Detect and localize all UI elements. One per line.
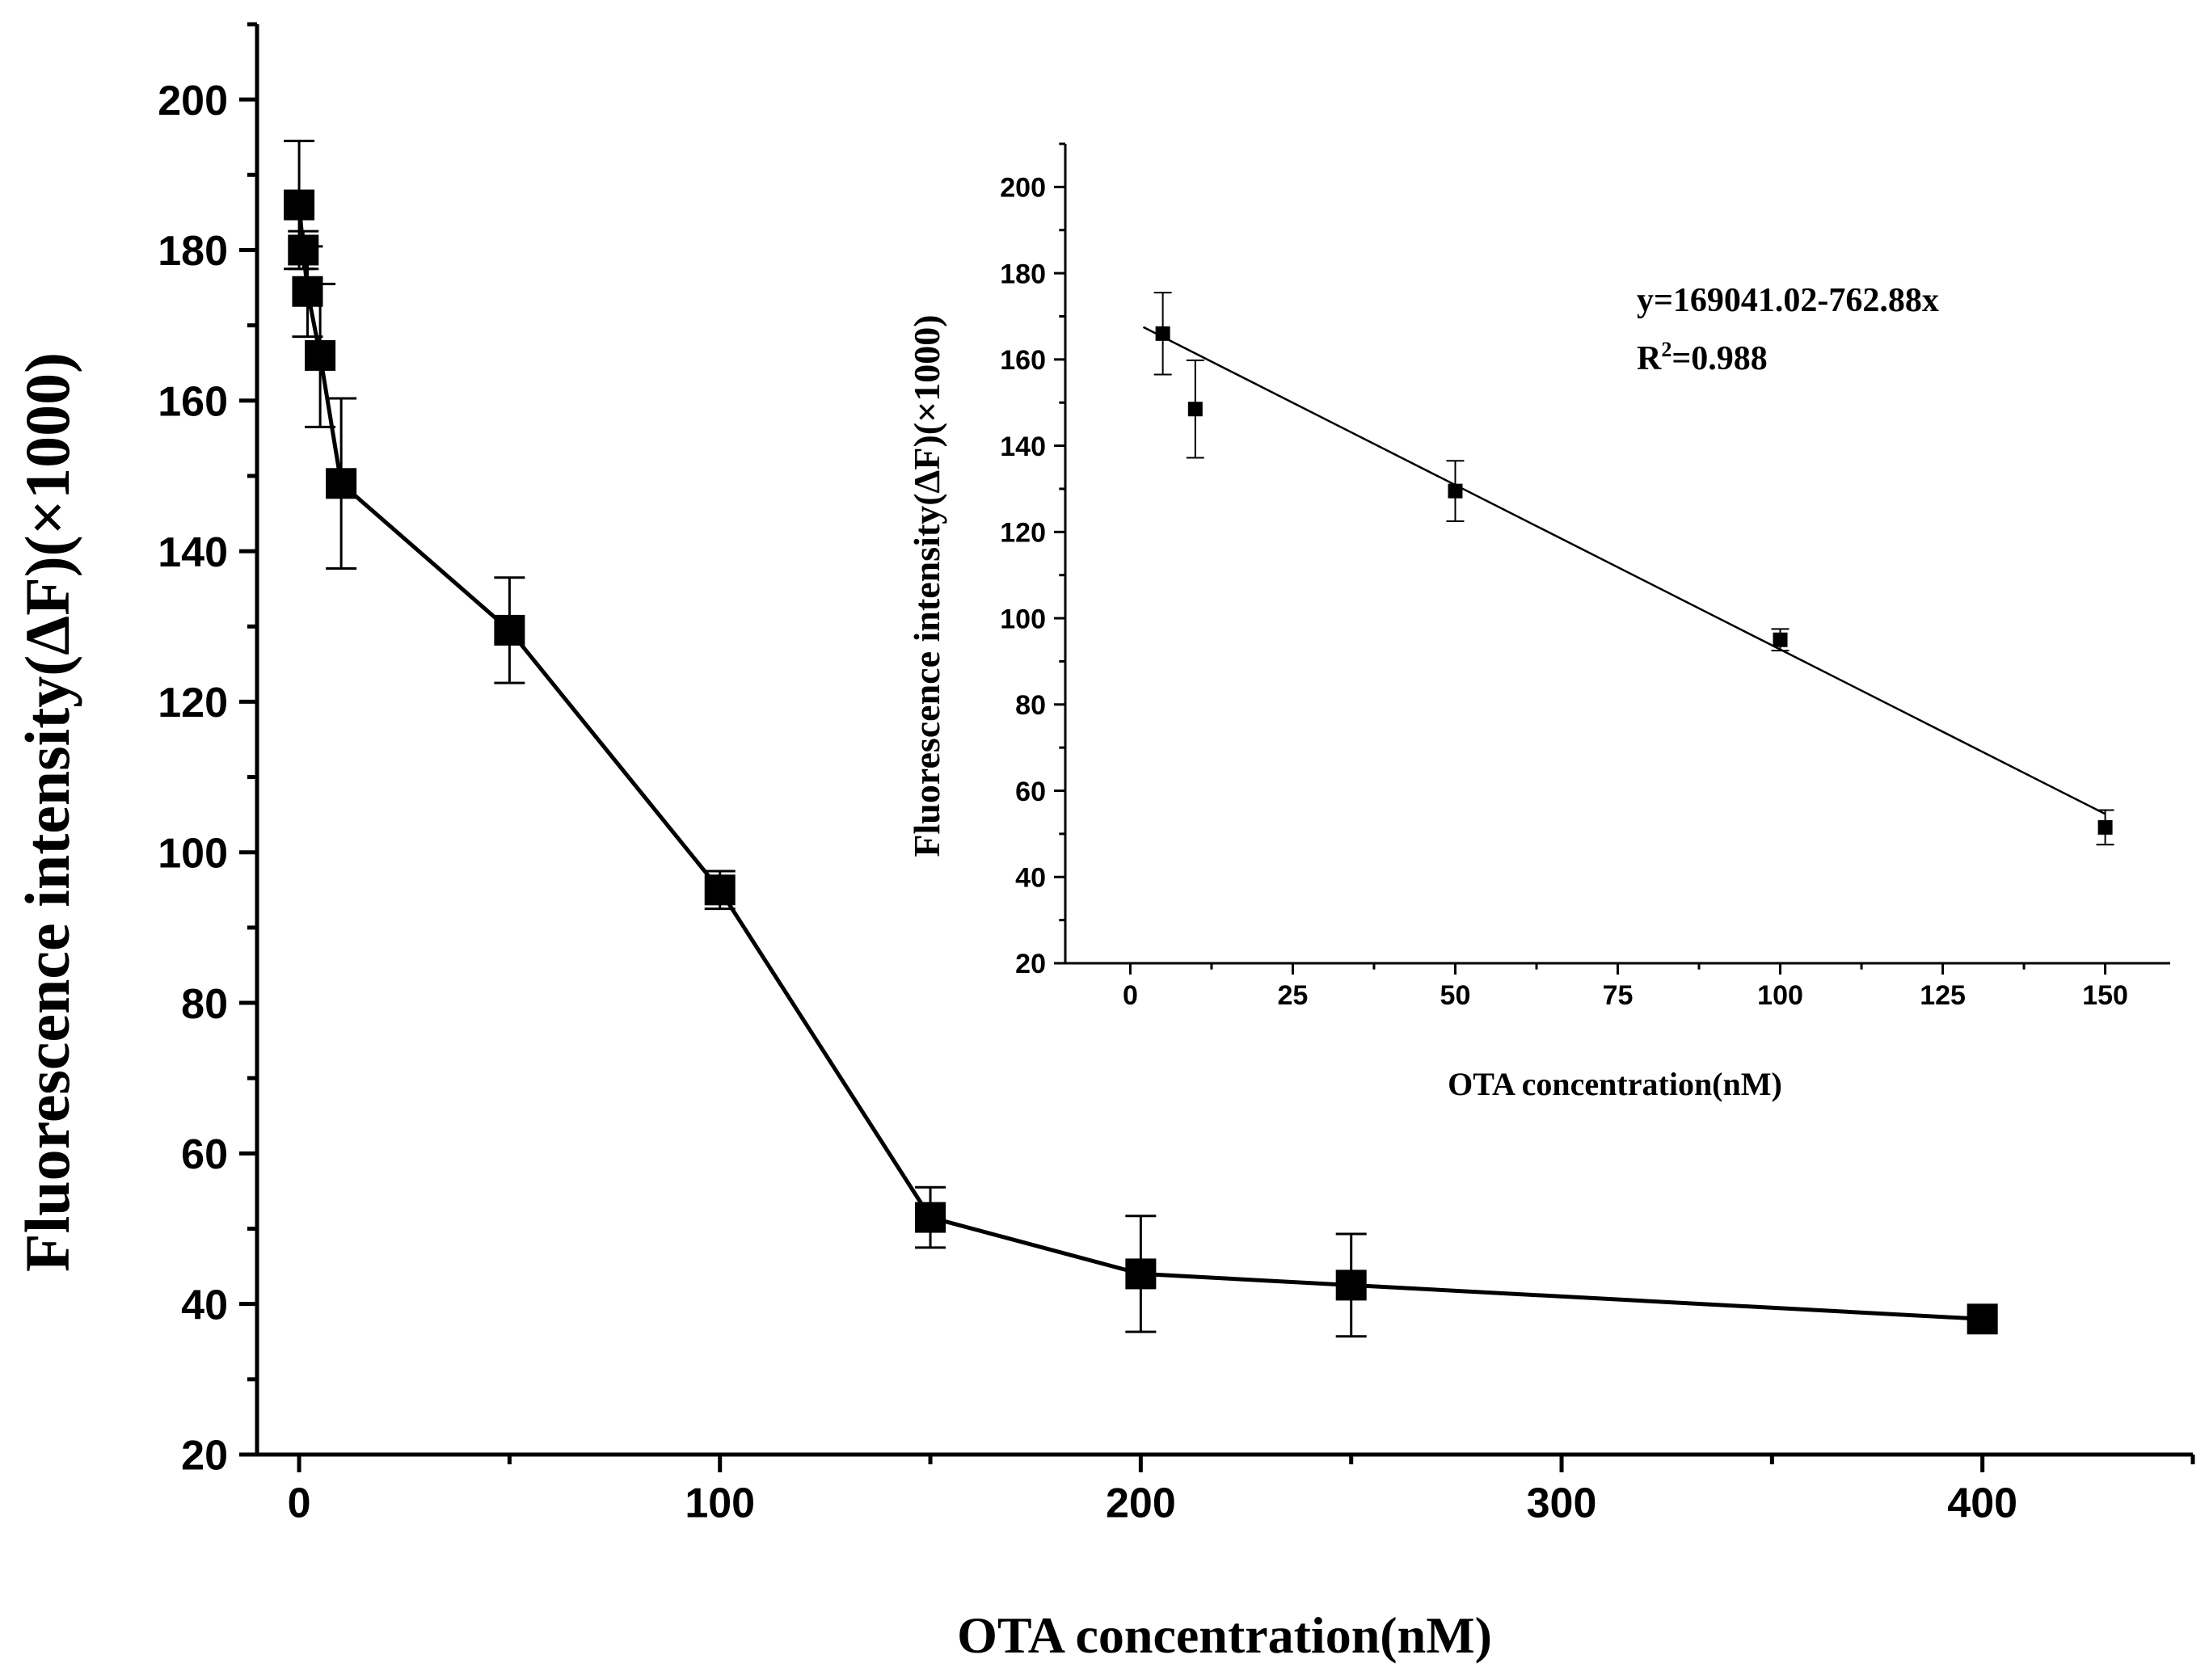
inset-chart: 20 40 60 80 100 120 140 160 180 200 0 25 50 75 100 125… (906, 142, 2170, 1102)
main-data-point (305, 339, 336, 371)
main-x-tick-label: 200 (1106, 1480, 1176, 1527)
main-data-point (1335, 1269, 1367, 1301)
main-y-tick-label: 180 (158, 228, 228, 275)
inset-x-tick-label: 100 (1757, 980, 1803, 1011)
inset-x-tick-label: 50 (1440, 980, 1471, 1011)
main-data-point (288, 234, 319, 266)
inset-data-point (1155, 326, 1170, 341)
main-data-point (704, 874, 736, 906)
main-y-tick-label: 140 (158, 529, 228, 576)
main-data-point (292, 276, 323, 307)
inset-y-tick-label: 60 (1015, 777, 1046, 807)
main-y-tick-label: 200 (158, 78, 228, 124)
main-x-tick-label: 300 (1527, 1480, 1597, 1527)
main-y-tick-label: 160 (158, 379, 228, 426)
inset-y-tick-label: 80 (1015, 690, 1046, 721)
inset-y-ticks: 20 40 60 80 100 120 140 160 180 200 (1000, 142, 1065, 979)
inset-x-tick-label: 25 (1278, 980, 1309, 1011)
inset-y-tick-label: 40 (1015, 863, 1046, 894)
main-x-ticks: 0 100 200 300 400 (288, 1455, 2195, 1527)
main-data-point (915, 1202, 946, 1233)
inset-data-point (1448, 483, 1463, 499)
r-squared-superscript: 2 (1661, 338, 1672, 361)
main-y-tick-label: 20 (181, 1433, 228, 1480)
inset-data-point (1187, 402, 1203, 417)
main-data-point (1125, 1258, 1157, 1290)
main-y-tick-label: 120 (158, 680, 228, 726)
inset-x-tick-label: 125 (1920, 980, 1966, 1011)
main-data-point (1967, 1303, 1998, 1335)
main-y-axis-label: Fluorescence intensity(ΔF)(×1000) (12, 352, 82, 1272)
r-squared-value: =0.988 (1672, 340, 1767, 377)
fit-equation: y=169041.02-762.88x (1637, 282, 1939, 319)
main-y-ticks: 20 40 60 80 100 120 140 160 180 200 (158, 22, 257, 1480)
inset-x-tick-label: 75 (1603, 980, 1634, 1011)
inset-y-tick-label: 200 (1000, 173, 1046, 204)
main-x-tick-label: 100 (685, 1480, 755, 1527)
main-data-point (284, 189, 315, 221)
main-data-point (326, 468, 357, 499)
main-y-tick-label: 40 (181, 1282, 228, 1328)
main-x-axis-label: OTA concentration(nM) (957, 1606, 1492, 1664)
inset-y-tick-label: 20 (1015, 949, 1046, 979)
r-squared: R2=0.988 (1637, 338, 1768, 377)
r-squared-prefix: R (1637, 340, 1662, 377)
main-x-tick-label: 0 (288, 1480, 311, 1527)
inset-y-axis-label: Fluorescence intensity(ΔF)(×1000) (906, 314, 947, 857)
main-y-tick-label: 60 (181, 1131, 228, 1178)
inset-series (1153, 292, 2114, 846)
main-y-tick-label: 80 (181, 981, 228, 1028)
main-x-tick-label: 400 (1947, 1480, 2017, 1527)
inset-axes (1064, 144, 2170, 965)
main-axes (255, 24, 2193, 1457)
inset-y-tick-label: 180 (1000, 259, 1046, 289)
main-data-point (494, 614, 525, 646)
inset-data-point (2097, 819, 2113, 835)
inset-data-point (1773, 632, 1788, 647)
inset-x-tick-label: 150 (2082, 980, 2128, 1011)
inset-y-tick-label: 100 (1000, 604, 1046, 634)
inset-x-tick-label: 0 (1123, 980, 1138, 1011)
inset-y-tick-label: 140 (1000, 432, 1046, 462)
inset-y-tick-label: 120 (1000, 518, 1046, 549)
inset-x-ticks: 0 25 50 75 100 125 150 (1123, 963, 2128, 1011)
main-series (284, 139, 1998, 1338)
inset-x-axis-label: OTA concentration(nM) (1448, 1066, 1782, 1102)
main-y-tick-label: 100 (158, 830, 228, 877)
inset-fit-line-segment (1142, 326, 2106, 815)
inset-fit-line (1142, 326, 2106, 815)
inset-y-tick-label: 160 (1000, 345, 1046, 376)
